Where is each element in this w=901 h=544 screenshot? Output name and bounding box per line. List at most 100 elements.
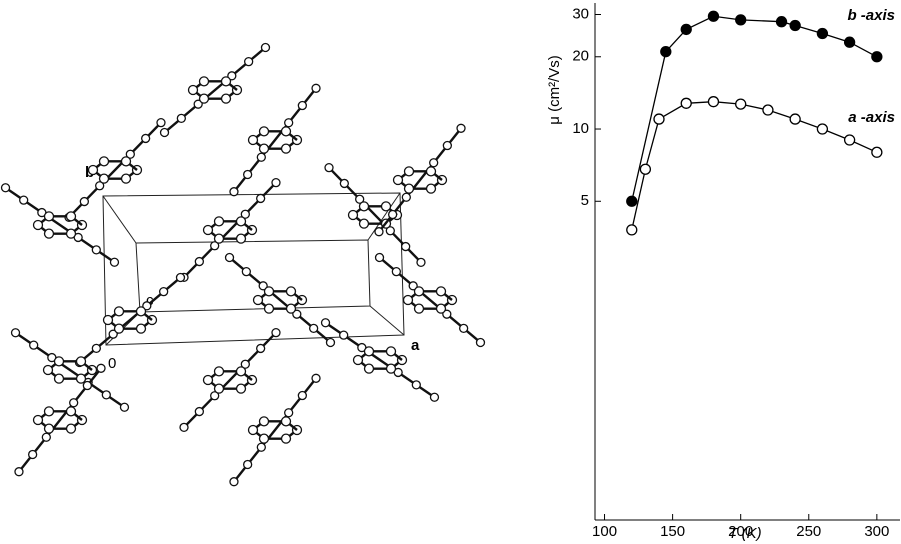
data-point: [660, 46, 672, 58]
cell-edge: [102, 195, 137, 244]
atom: [380, 201, 392, 212]
data-point: [843, 36, 856, 48]
atom: [135, 306, 147, 317]
atom: [42, 364, 54, 376]
atom: [43, 211, 55, 222]
molecule: [64, 118, 166, 222]
atom: [413, 286, 425, 297]
data-point: [735, 98, 747, 110]
atom: [10, 328, 21, 338]
atom: [156, 118, 166, 128]
atom: [210, 391, 220, 401]
molecule: [0, 183, 120, 267]
data-point: [626, 195, 638, 207]
atom: [235, 366, 247, 377]
atom: [53, 373, 65, 384]
atom: [87, 164, 99, 176]
data-point: [789, 113, 801, 125]
atom: [120, 156, 132, 167]
atom: [65, 211, 77, 222]
atom: [435, 303, 447, 314]
bond: [75, 273, 185, 367]
atom: [429, 392, 440, 402]
atom: [14, 467, 24, 477]
molecule: [10, 328, 130, 412]
atom: [425, 166, 437, 177]
atom: [65, 228, 77, 239]
atom: [98, 156, 110, 167]
atom: [411, 380, 421, 390]
bond: [375, 124, 465, 236]
data-point: [680, 23, 692, 36]
atom: [442, 309, 452, 319]
atom: [43, 423, 55, 434]
atom: [176, 113, 186, 123]
atom: [258, 281, 268, 291]
cell-edge: [369, 305, 405, 336]
atom: [258, 433, 270, 444]
molecule: [229, 83, 321, 197]
atom: [109, 257, 120, 267]
atom: [175, 272, 186, 283]
molecule: [374, 123, 466, 237]
atom: [240, 209, 250, 219]
series-label: b -axis: [847, 7, 895, 24]
data-point: [762, 104, 774, 116]
atom: [91, 245, 101, 255]
molecule: [320, 318, 440, 402]
series-label: a -axis: [848, 109, 895, 126]
x-tick-label: 200: [728, 523, 753, 540]
y-tick-label: 5: [581, 192, 589, 209]
molecule: [224, 252, 336, 348]
atom: [391, 267, 401, 277]
molecule: [14, 363, 106, 477]
atom: [260, 42, 271, 53]
atom: [459, 323, 469, 333]
atom: [256, 442, 266, 452]
atom: [229, 477, 239, 487]
atom: [198, 76, 210, 87]
atom: [258, 416, 270, 427]
atom: [339, 330, 349, 340]
atom: [425, 183, 437, 194]
x-tick-label: 250: [796, 523, 821, 540]
atom: [113, 306, 125, 317]
atom: [91, 343, 101, 353]
atom: [193, 99, 203, 109]
atom: [256, 193, 266, 204]
atom: [82, 380, 93, 391]
data-point: [626, 224, 638, 236]
bond: [321, 319, 439, 401]
atom: [352, 354, 364, 366]
atom: [202, 374, 214, 386]
atom: [65, 406, 77, 417]
atom: [43, 228, 55, 239]
atom: [403, 183, 415, 194]
atom: [53, 356, 65, 367]
atom: [43, 406, 55, 417]
molecule: [324, 163, 426, 267]
atom: [202, 224, 214, 236]
atom: [285, 286, 297, 297]
atom: [159, 127, 170, 138]
atom: [220, 76, 232, 87]
atom: [95, 181, 105, 191]
atom: [280, 126, 292, 137]
atom: [374, 252, 385, 263]
atom: [355, 194, 365, 204]
atom: [235, 383, 247, 394]
atom: [285, 303, 297, 314]
bond: [65, 118, 165, 222]
x-tick-label: 150: [660, 523, 685, 540]
atom: [0, 183, 11, 193]
atom: [385, 226, 395, 236]
atom: [102, 314, 114, 326]
series-line: [631, 15, 878, 202]
atom: [120, 173, 132, 184]
data-point: [871, 146, 883, 158]
atom: [247, 134, 259, 146]
atom: [213, 233, 225, 244]
atom: [385, 363, 397, 374]
atom: [263, 286, 275, 297]
